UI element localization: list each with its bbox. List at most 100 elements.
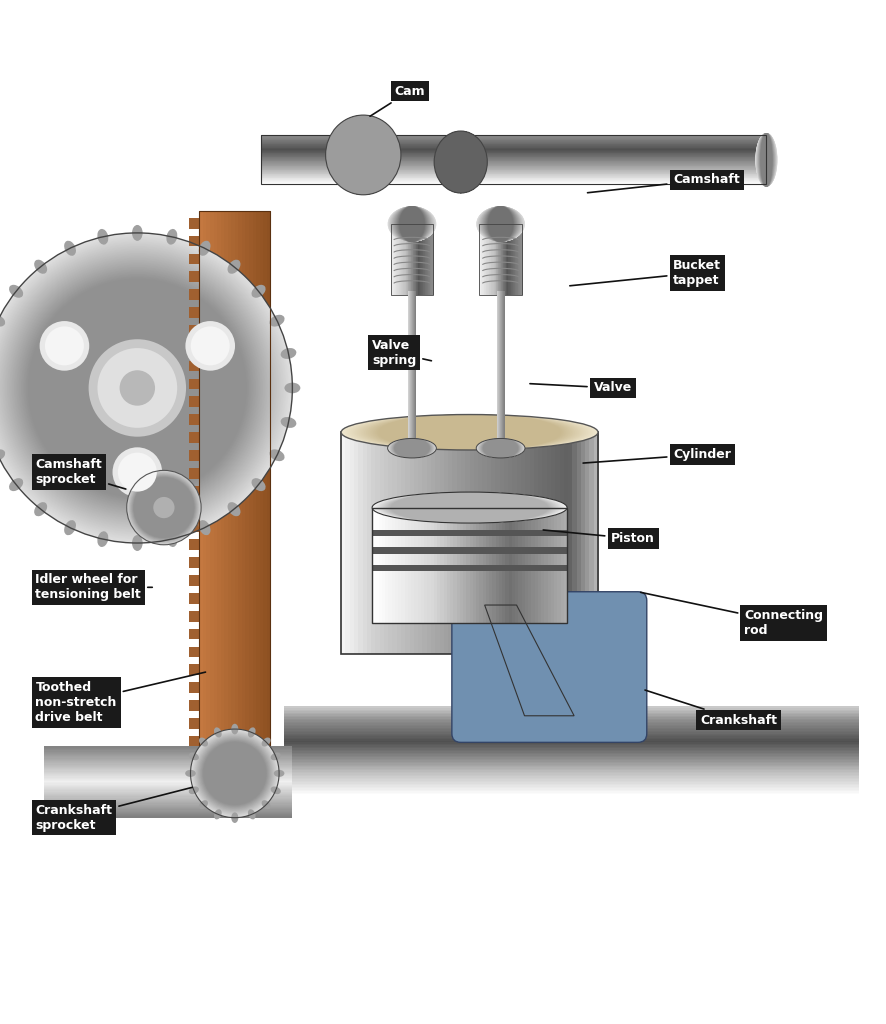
- Ellipse shape: [392, 206, 432, 242]
- Ellipse shape: [358, 415, 581, 450]
- Bar: [410, 224, 411, 295]
- Ellipse shape: [381, 493, 558, 523]
- Ellipse shape: [486, 206, 516, 242]
- Ellipse shape: [335, 115, 392, 195]
- Ellipse shape: [400, 206, 424, 242]
- Ellipse shape: [368, 415, 571, 450]
- Ellipse shape: [479, 438, 522, 458]
- Ellipse shape: [439, 131, 482, 194]
- Bar: [402, 224, 404, 295]
- Ellipse shape: [757, 133, 776, 186]
- Ellipse shape: [374, 493, 565, 523]
- Ellipse shape: [480, 206, 521, 242]
- Circle shape: [194, 733, 276, 814]
- Bar: [406, 224, 408, 295]
- Polygon shape: [485, 605, 574, 716]
- Ellipse shape: [349, 415, 590, 450]
- Ellipse shape: [392, 206, 431, 242]
- Bar: [568, 432, 573, 653]
- Bar: [44, 751, 292, 753]
- Bar: [524, 715, 534, 721]
- Bar: [542, 432, 548, 653]
- Ellipse shape: [365, 415, 574, 450]
- Ellipse shape: [17, 268, 258, 508]
- Ellipse shape: [372, 415, 567, 450]
- Ellipse shape: [248, 727, 255, 737]
- Bar: [502, 224, 503, 295]
- Bar: [488, 224, 489, 295]
- Ellipse shape: [377, 493, 562, 523]
- Bar: [498, 224, 500, 295]
- Bar: [557, 508, 562, 623]
- Ellipse shape: [394, 438, 430, 458]
- Circle shape: [134, 477, 194, 538]
- Ellipse shape: [439, 131, 482, 194]
- Bar: [261, 135, 766, 184]
- Bar: [523, 714, 533, 720]
- Ellipse shape: [335, 115, 392, 195]
- Bar: [488, 224, 490, 295]
- Bar: [479, 224, 522, 295]
- Ellipse shape: [477, 206, 525, 242]
- Ellipse shape: [438, 131, 485, 194]
- Bar: [261, 150, 766, 152]
- Circle shape: [132, 476, 196, 540]
- Ellipse shape: [334, 115, 392, 195]
- Circle shape: [128, 471, 200, 544]
- Circle shape: [202, 740, 268, 806]
- Ellipse shape: [438, 131, 484, 194]
- Ellipse shape: [388, 438, 436, 458]
- Bar: [44, 753, 292, 755]
- Circle shape: [128, 471, 200, 544]
- Text: Idler wheel for
tensioning belt: Idler wheel for tensioning belt: [35, 573, 152, 601]
- Ellipse shape: [434, 131, 487, 194]
- Bar: [203, 211, 207, 782]
- Bar: [407, 224, 408, 295]
- Ellipse shape: [383, 493, 556, 523]
- Bar: [516, 694, 526, 700]
- Bar: [261, 172, 766, 174]
- Bar: [261, 137, 766, 138]
- Ellipse shape: [483, 438, 518, 458]
- Ellipse shape: [756, 133, 777, 186]
- Bar: [519, 224, 521, 295]
- Polygon shape: [485, 605, 574, 716]
- Ellipse shape: [479, 206, 522, 242]
- Ellipse shape: [436, 131, 486, 194]
- Bar: [498, 649, 507, 655]
- Bar: [391, 224, 433, 295]
- Ellipse shape: [0, 314, 5, 327]
- Polygon shape: [485, 605, 574, 716]
- Ellipse shape: [388, 438, 436, 458]
- Bar: [494, 639, 502, 645]
- Bar: [392, 508, 396, 623]
- Circle shape: [134, 477, 194, 538]
- Circle shape: [127, 470, 201, 545]
- Bar: [245, 211, 250, 782]
- Circle shape: [196, 734, 274, 812]
- Bar: [507, 673, 517, 679]
- Bar: [284, 768, 859, 770]
- Ellipse shape: [758, 133, 775, 186]
- Bar: [482, 224, 484, 295]
- Bar: [500, 654, 509, 660]
- Ellipse shape: [0, 236, 289, 540]
- Bar: [485, 224, 486, 295]
- Ellipse shape: [347, 415, 592, 450]
- Bar: [44, 780, 292, 782]
- Bar: [499, 224, 500, 295]
- Ellipse shape: [381, 493, 558, 523]
- Ellipse shape: [437, 131, 485, 194]
- Ellipse shape: [22, 272, 253, 504]
- Circle shape: [191, 730, 278, 817]
- Bar: [428, 224, 430, 295]
- Bar: [431, 224, 433, 295]
- Ellipse shape: [394, 438, 430, 458]
- Ellipse shape: [483, 206, 518, 242]
- Bar: [284, 784, 859, 786]
- Bar: [503, 665, 513, 671]
- Ellipse shape: [388, 438, 436, 458]
- Bar: [525, 432, 531, 653]
- Ellipse shape: [379, 493, 560, 523]
- Ellipse shape: [484, 206, 517, 242]
